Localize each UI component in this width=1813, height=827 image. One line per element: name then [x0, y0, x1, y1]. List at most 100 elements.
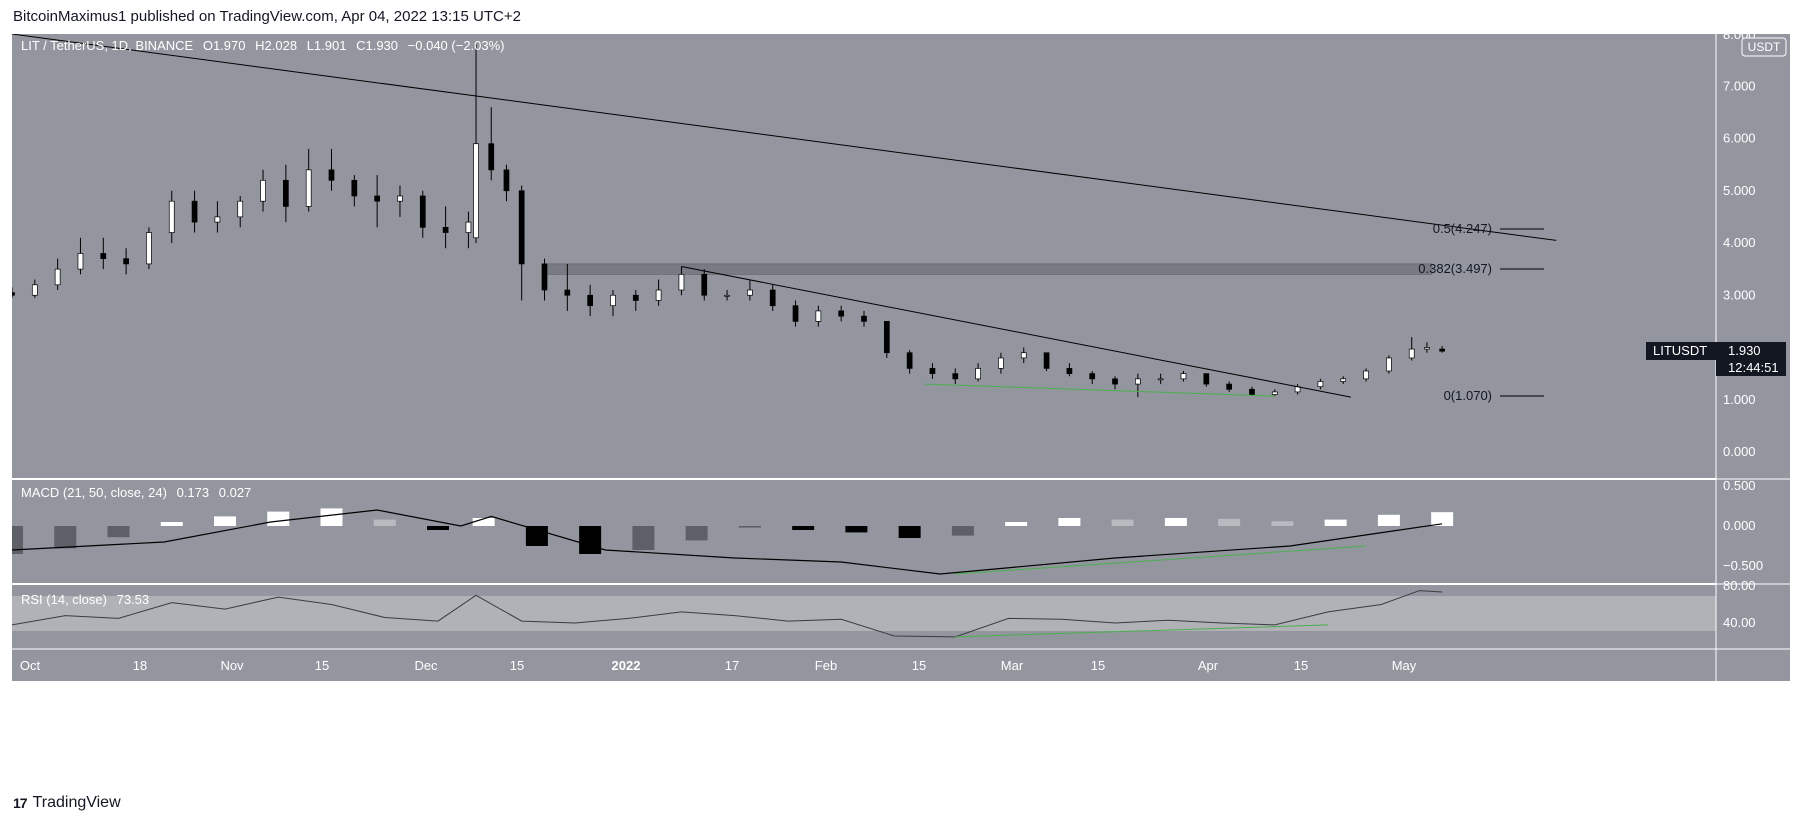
time-tick-label: 17 — [725, 658, 739, 673]
candle-body — [328, 169, 335, 181]
candle-body — [815, 310, 822, 322]
candle-body — [883, 321, 890, 354]
candle-body — [54, 268, 61, 286]
macd-tick-label: 0.000 — [1723, 518, 1756, 533]
candle-body — [31, 284, 38, 296]
candle-body — [100, 253, 107, 260]
macd-histogram-bar — [1377, 514, 1400, 526]
high-value: 2.028 — [265, 38, 298, 53]
time-axis[interactable]: Oct 18 Nov 15 Dec 15 2022 17 Feb 15 Mar 15 Apr 15 May — [20, 658, 1417, 673]
time-tick-label: Nov — [220, 658, 244, 673]
macd-histogram-bar — [685, 526, 708, 541]
candle-body — [77, 253, 84, 270]
rsi-legend[interactable]: RSI (14, close) 73.53 — [21, 592, 149, 607]
candle-body — [1180, 373, 1187, 380]
macd-histogram-bar — [107, 526, 130, 538]
candle-body — [952, 373, 959, 380]
time-tick-label: 18 — [133, 658, 147, 673]
price-tick-label: 4.000 — [1723, 235, 1756, 250]
candle-body — [1112, 378, 1118, 385]
open-label: O — [203, 38, 213, 53]
candle-body — [975, 368, 981, 380]
time-tick-label: 15 — [510, 658, 524, 673]
macd-layer — [1, 508, 1454, 575]
macd-histogram-bar — [951, 526, 974, 536]
candle-body — [1271, 391, 1278, 395]
time-tick-label: Oct — [20, 658, 41, 673]
time-tick-label: Apr — [1198, 658, 1219, 673]
currency-badge[interactable] — [1741, 37, 1787, 57]
candle-body — [465, 221, 472, 233]
candle-body — [1020, 352, 1027, 359]
chart-canvas[interactable]: 0.5(4.247) 0.382(3.497) 0(1.070) LIT / T… — [1, 27, 1790, 781]
price-tick-label: 1.000 — [1723, 392, 1756, 407]
candle-body — [518, 190, 525, 265]
open-value: 1.970 — [213, 38, 246, 53]
price-tick-label: 5.000 — [1723, 183, 1756, 198]
candle-body — [419, 195, 426, 228]
macd-axis[interactable]: 0.500 0.000 −0.500 — [1723, 478, 1763, 573]
macd-divergence-line — [955, 545, 1367, 575]
macd-histogram-bar — [1005, 522, 1028, 526]
symbol-legend[interactable]: LIT / TetherUS, 1D, BINANCE O1.970 H2.02… — [21, 38, 505, 53]
footer: 17 TradingView — [13, 794, 121, 812]
candle-body — [1089, 373, 1096, 380]
candle-body — [442, 226, 449, 233]
macd-histogram-bar — [1431, 512, 1454, 526]
descending-trendline — [681, 266, 1351, 398]
macd-histogram-bar — [898, 526, 921, 538]
price-tick-label: 7.000 — [1723, 78, 1756, 93]
candle-body — [1226, 383, 1232, 390]
candle-body — [998, 357, 1004, 369]
macd-histogram-bar — [525, 526, 548, 546]
symbol-tag — [1646, 342, 1716, 360]
candle-body — [1424, 347, 1430, 350]
time-tick-label: 2022 — [612, 658, 641, 673]
time-tick-label: Feb — [815, 658, 837, 673]
macd-histogram-bar — [1218, 518, 1241, 526]
candle-body — [541, 263, 548, 291]
fib-label-0.5: 0.5(4.247) — [1433, 221, 1492, 236]
time-tick-label: Mar — [1001, 658, 1024, 673]
macd-histogram-bar — [845, 526, 868, 533]
price-tick-label: 3.000 — [1723, 287, 1756, 302]
candle-body — [587, 294, 593, 307]
macd-histogram-bar — [1164, 518, 1187, 526]
candle-body — [260, 179, 266, 202]
chart-frame[interactable]: 0.5(4.247) 0.382(3.497) 0(1.070) LIT / T… — [1, 27, 1790, 781]
macd-value-1: 0.173 — [177, 485, 210, 500]
macd-histogram-bar — [579, 526, 602, 554]
candle-body — [168, 200, 175, 233]
currency-label: USDT — [1748, 40, 1781, 54]
time-tick-label: Dec — [414, 658, 438, 673]
candle-body — [564, 289, 571, 296]
macd-tick-label: −0.500 — [1723, 558, 1763, 573]
close-value: 1.930 — [365, 38, 398, 53]
candle-body — [1439, 348, 1445, 352]
candle-body — [929, 368, 936, 374]
price-pane[interactable] — [12, 34, 1716, 478]
candle-body — [374, 195, 380, 202]
time-axis-bg[interactable] — [12, 649, 1716, 681]
candle-body — [655, 289, 662, 301]
candle-body — [9, 292, 15, 296]
resistance-zone — [544, 263, 1433, 275]
macd-histogram-bar — [320, 508, 343, 526]
macd-line — [11, 509, 1443, 575]
candle-body — [283, 179, 289, 207]
last-price: 1.930 — [1728, 343, 1761, 358]
candle-body — [769, 289, 776, 307]
macd-legend[interactable]: MACD (21, 50, close, 24) 0.173 0.027 — [21, 485, 251, 500]
candle-body — [861, 315, 867, 322]
candle-body — [632, 294, 639, 301]
time-tick-label: 15 — [1294, 658, 1308, 673]
price-tick-label: 6.000 — [1723, 131, 1756, 146]
high-label: H — [255, 38, 264, 53]
brand-name: TradingView — [32, 794, 121, 811]
candle-body — [1066, 368, 1073, 374]
candle-body — [214, 216, 221, 223]
candle-body — [1386, 357, 1392, 372]
rsi-axis[interactable]: 80.00 40.00 — [1723, 578, 1756, 630]
rsi-line — [11, 590, 1443, 638]
candle-body — [678, 274, 685, 291]
